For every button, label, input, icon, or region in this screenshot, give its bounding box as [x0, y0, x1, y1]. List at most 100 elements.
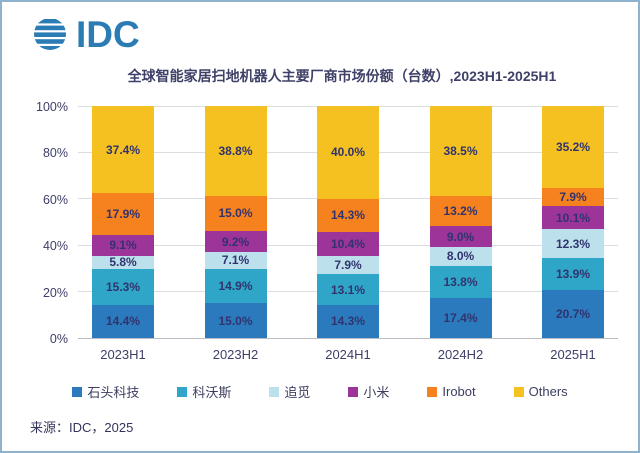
segment-value-label: 7.9%	[334, 258, 362, 273]
bars: 14.4% 15.3% 5.8% 9.1% 17.9% 37.4% 2023H1 15.0% 1…	[78, 106, 618, 362]
idc-logo-text: IDC	[76, 13, 140, 55]
segment-value-label: 17.4%	[443, 310, 478, 325]
bar-2024H2: 17.4% 13.8% 8.0% 9.0% 13.2% 38.5% 2024H2	[429, 106, 492, 362]
segment-科沃斯: 13.1%	[317, 274, 379, 305]
x-axis-label: 2023H1	[100, 347, 146, 362]
segment-value-label: 8.0%	[446, 249, 475, 264]
idc-logo: IDC	[30, 14, 140, 54]
segment-value-label: 38.8%	[218, 144, 253, 159]
bar-2023H2: 15.0% 14.9% 7.1% 9.2% 15.0% 38.8% 2023H2	[204, 106, 267, 362]
legend-label: 追觅	[284, 385, 311, 400]
legend-swatch-icon	[269, 386, 280, 397]
segment-小米: 10.4%	[317, 232, 379, 257]
segment-小米: 9.0%	[429, 226, 492, 248]
legend-label: 科沃斯	[192, 385, 232, 400]
legend-swatch-icon	[348, 386, 359, 397]
legend-swatch-icon	[72, 386, 83, 397]
segment-石头科技: 14.3%	[317, 304, 379, 338]
y-tick-label: 80%	[42, 146, 68, 161]
segment-value-label: 12.3%	[555, 236, 591, 251]
segment-科沃斯: 13.8%	[429, 265, 492, 298]
segment-value-label: 13.8%	[443, 274, 478, 289]
segment-石头科技: 17.4%	[429, 297, 492, 338]
segment-value-label: 14.3%	[330, 208, 366, 223]
segment-科沃斯: 15.3%	[92, 269, 154, 305]
segment-value-label: 37.4%	[105, 142, 141, 157]
segment-value-label: 40.0%	[330, 145, 366, 160]
segment-value-label: 15.0%	[218, 206, 253, 221]
segment-value-label: 10.4%	[330, 237, 366, 252]
plot-area: 14.4% 15.3% 5.8% 9.1% 17.9% 37.4% 2023H1 15.0% 1…	[78, 106, 618, 362]
y-tick-label: 20%	[42, 285, 68, 300]
y-tick-label: 60%	[42, 192, 68, 207]
segment-value-label: 7.9%	[559, 189, 587, 204]
y-tick-label: 100%	[36, 100, 68, 114]
x-axis-label: 2025H1	[550, 347, 596, 362]
segment-Irobot: 7.9%	[542, 187, 604, 206]
legend-item-追觅: 追觅	[269, 382, 310, 401]
legend-item-科沃斯: 科沃斯	[177, 382, 231, 401]
legend-item-小米: 小米	[348, 382, 389, 401]
legend: 石头科技 科沃斯 追觅 小米 Irobot Others	[2, 382, 638, 401]
segment-value-label: 14.3%	[330, 314, 366, 329]
segment-石头科技: 15.0%	[204, 303, 267, 338]
legend-label: Others	[528, 384, 568, 399]
segment-追觅: 8.0%	[429, 247, 492, 266]
segment-Irobot: 15.0%	[204, 196, 267, 231]
segment-value-label: 9.0%	[446, 229, 475, 244]
segment-科沃斯: 13.9%	[542, 257, 604, 291]
segment-value-label: 20.7%	[555, 307, 591, 321]
segment-追觅: 12.3%	[542, 229, 604, 258]
segment-追觅: 5.8%	[92, 255, 154, 270]
legend-item-Others: Others	[513, 384, 568, 399]
legend-swatch-icon	[177, 386, 188, 397]
source-note: 来源：IDC，2025	[30, 420, 134, 435]
segment-value-label: 13.1%	[330, 282, 366, 297]
segment-Others: 37.4%	[92, 106, 154, 194]
legend-item-石头科技: 石头科技	[72, 382, 139, 401]
idc-globe-icon	[34, 19, 66, 50]
x-axis-label: 2023H2	[212, 347, 259, 362]
segment-value-label: 13.2%	[443, 203, 478, 218]
stacked-bar-chart: 0% 20% 40% 60% 80% 100% 14.4% 15.3% 5.8% 9.1% 17.…	[2, 100, 638, 362]
segment-追觅: 7.9%	[317, 256, 379, 275]
segment-Irobot: 14.3%	[317, 198, 379, 232]
legend-label: Irobot	[442, 384, 476, 399]
y-tick-label: 0%	[49, 332, 68, 346]
segment-追觅: 7.1%	[204, 252, 267, 269]
bar-2023H1: 14.4% 15.3% 5.8% 9.1% 17.9% 37.4% 2023H1	[92, 106, 154, 362]
segment-Others: 38.8%	[204, 106, 267, 197]
x-axis-label: 2024H1	[325, 347, 371, 362]
segment-小米: 9.1%	[92, 234, 154, 256]
segment-Others: 38.5%	[429, 106, 492, 196]
segment-value-label: 7.1%	[221, 253, 250, 268]
y-tick-label: 40%	[42, 239, 68, 254]
segment-value-label: 14.9%	[218, 278, 253, 293]
segment-value-label: 9.1%	[109, 238, 137, 253]
segment-value-label: 38.5%	[443, 143, 478, 158]
segment-石头科技: 20.7%	[542, 290, 604, 338]
segment-石头科技: 14.4%	[92, 304, 154, 338]
segment-value-label: 15.3%	[105, 279, 141, 294]
segment-Others: 35.2%	[542, 106, 604, 188]
legend-item-Irobot: Irobot	[427, 384, 476, 399]
segment-value-label: 15.0%	[218, 313, 253, 328]
segment-value-label: 13.9%	[555, 266, 591, 281]
segment-Irobot: 17.9%	[92, 193, 154, 235]
legend-swatch-icon	[513, 386, 524, 397]
segment-Others: 40.0%	[317, 106, 379, 199]
segment-小米: 9.2%	[204, 230, 267, 253]
bar-2024H1: 14.3% 13.1% 7.9% 10.4% 14.3% 40.0% 2024H1	[317, 106, 379, 362]
legend-label: 小米	[363, 385, 390, 400]
legend-swatch-icon	[427, 386, 438, 397]
segment-value-label: 35.2%	[555, 139, 591, 154]
chart-title: 全球智能家居扫地机器人主要厂商市场份额（台数）,2023H1-2025H1	[127, 68, 557, 84]
segment-科沃斯: 14.9%	[204, 268, 267, 304]
legend-label: 石头科技	[87, 385, 140, 400]
segment-Irobot: 13.2%	[429, 195, 492, 227]
segment-value-label: 5.8%	[109, 255, 137, 270]
bar-2025H1: 20.7% 13.9% 12.3% 10.1% 7.9% 35.2% 2025H1	[542, 106, 604, 362]
segment-value-label: 9.2%	[221, 234, 250, 249]
segment-value-label: 17.9%	[105, 206, 141, 221]
